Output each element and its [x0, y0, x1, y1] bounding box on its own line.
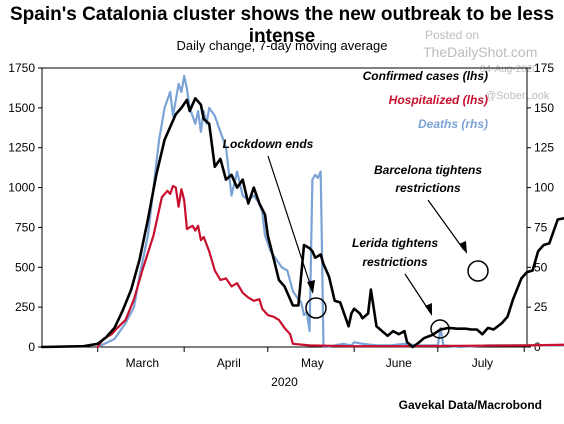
y-left-tick-label: 0	[28, 340, 35, 354]
y-right-tick-label: 0	[534, 340, 541, 354]
y-right-tick-label: 75	[534, 220, 548, 234]
annotation-arrow	[267, 155, 313, 291]
y-right-tick-label: 125	[534, 141, 554, 155]
y-left-tick-label: 1000	[8, 181, 35, 195]
annotation-circle	[305, 297, 327, 319]
series-line-deaths	[96, 74, 564, 349]
x-tick-label: March	[126, 356, 159, 370]
y-right-tick-label: 150	[534, 101, 554, 115]
legend-entry: Confirmed cases (lhs)	[363, 69, 488, 83]
watermark-handle: @SoberLook	[485, 90, 550, 102]
legend-entry: Deaths (rhs)	[418, 117, 488, 131]
x-tick-label: June	[386, 356, 412, 370]
y-left-tick-label: 1500	[8, 101, 35, 115]
x-tick-label: May	[301, 356, 324, 370]
annotation-lerida-line2: restrictions	[362, 255, 428, 269]
series-line-hospitalized	[96, 184, 564, 349]
y-left-tick-label: 1750	[8, 61, 35, 75]
y-left-tick-label: 500	[15, 260, 35, 274]
legend-entry: Hospitalized (lhs)	[389, 93, 488, 107]
y-right-tick-label: 175	[534, 61, 554, 75]
annotation-circle	[467, 260, 489, 282]
annotation-circle	[430, 319, 450, 339]
y-right-tick-label: 25	[534, 300, 548, 314]
chart-title: Spain's Catalonia cluster shows the new …	[9, 4, 555, 47]
annotation-lockdown-ends: Lockdown ends	[223, 137, 314, 151]
series-line-confirmed	[40, 97, 564, 349]
y-left-tick-label: 250	[15, 300, 35, 314]
watermark-site: TheDailyShot.com	[423, 44, 538, 60]
y-right-tick-label: 50	[534, 260, 548, 274]
x-tick-label: April	[217, 356, 241, 370]
chart-subtitle: Daily change, 7-day moving average	[176, 38, 388, 53]
annotation-arrowhead	[307, 280, 315, 294]
annotation-barcelona-line1: Barcelona tightens	[374, 163, 482, 177]
watermark-posted-on: Posted on	[425, 28, 480, 42]
x-tick-label: July	[472, 356, 493, 370]
y-left-tick-label: 1250	[8, 141, 35, 155]
source-note: Gavekal Data/Macrobond	[398, 398, 542, 412]
annotation-lerida-line1: Lerida tightens	[352, 236, 438, 250]
annotation-arrow	[427, 199, 465, 251]
annotation-arrowhead	[425, 303, 432, 316]
x-axis-label: 2020	[271, 375, 298, 389]
annotation-barcelona-line2: restrictions	[395, 181, 461, 195]
annotation-arrowhead	[459, 241, 467, 254]
y-left-tick-label: 750	[15, 220, 35, 234]
y-right-tick-label: 100	[534, 181, 554, 195]
watermark-date: 04-Aug-2020	[480, 64, 538, 75]
plot-frame	[41, 67, 528, 348]
